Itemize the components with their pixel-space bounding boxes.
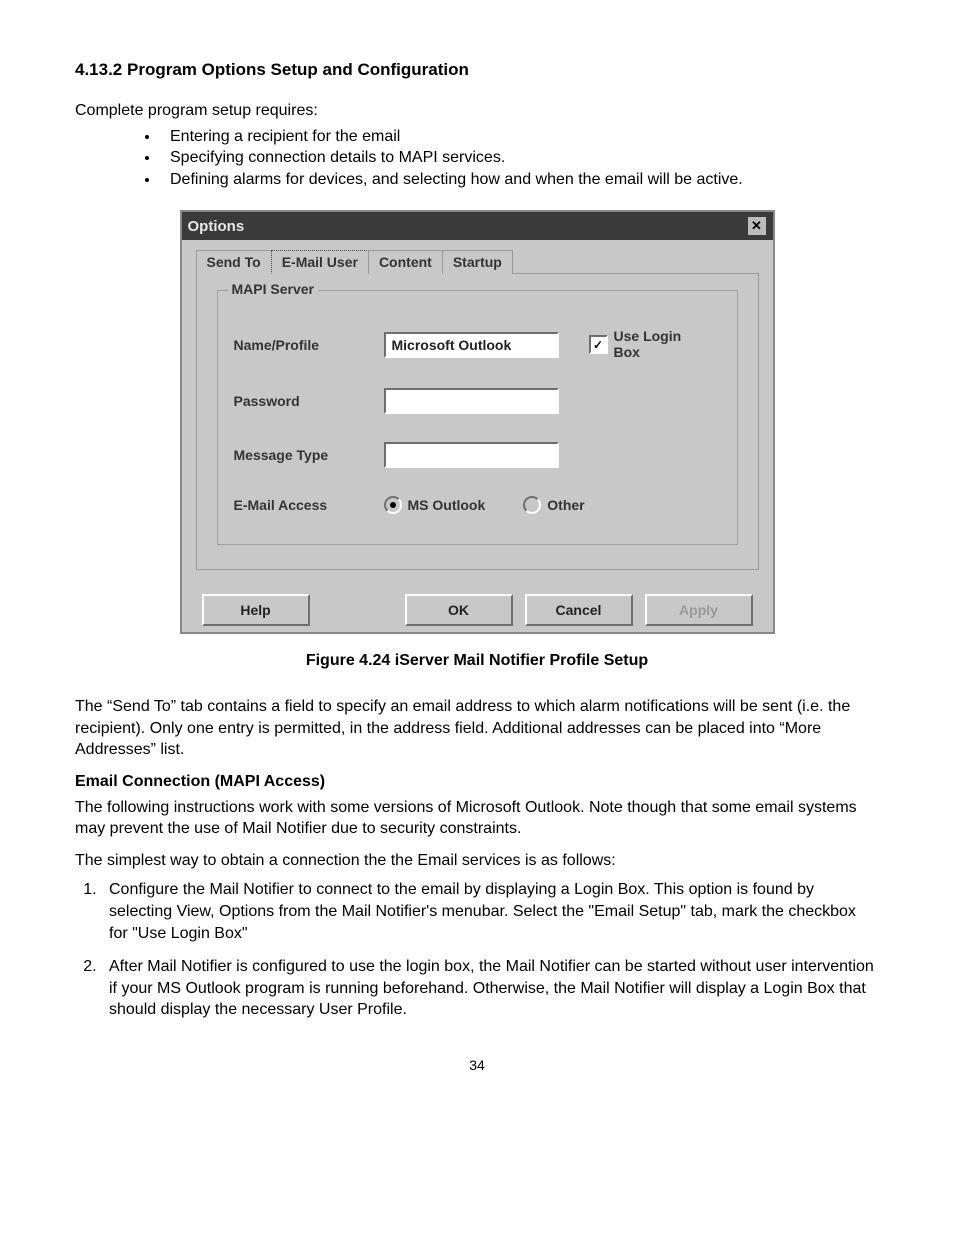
password-input[interactable] xyxy=(384,388,559,414)
body-p3: The simplest way to obtain a connection … xyxy=(75,850,879,872)
message-type-input[interactable] xyxy=(384,442,559,468)
mapi-server-group: MAPI Server Name/Profile Microsoft Outlo… xyxy=(217,290,738,545)
radio-other[interactable] xyxy=(523,496,541,514)
ok-button[interactable]: OK xyxy=(405,594,513,626)
tab-startup[interactable]: Startup xyxy=(442,250,513,274)
tab-strip: Send To E-Mail User Content Startup xyxy=(196,250,759,274)
email-access-label: E-Mail Access xyxy=(234,497,384,513)
figure-caption: Figure 4.24 iServer Mail Notifier Profil… xyxy=(75,652,879,670)
name-profile-label: Name/Profile xyxy=(234,337,384,353)
password-label: Password xyxy=(234,393,384,409)
message-type-label: Message Type xyxy=(234,447,384,463)
tab-send-to[interactable]: Send To xyxy=(196,250,272,274)
bullet-item: Entering a recipient for the email xyxy=(160,126,879,148)
page-number: 34 xyxy=(75,1057,879,1073)
dialog-button-row: Help OK Cancel Apply xyxy=(182,584,773,632)
radio-ms-outlook-label: MS Outlook xyxy=(408,497,486,513)
subheading-email-connection: Email Connection (MAPI Access) xyxy=(75,771,879,793)
close-icon[interactable]: ✕ xyxy=(747,216,767,236)
section-heading: 4.13.2 Program Options Setup and Configu… xyxy=(75,60,879,80)
instruction-item: Configure the Mail Notifier to connect t… xyxy=(101,879,879,944)
options-dialog: Options ✕ Send To E-Mail User Content St… xyxy=(180,210,775,634)
bullet-item: Specifying connection details to MAPI se… xyxy=(160,147,879,169)
dialog-title: Options xyxy=(188,218,245,235)
tab-email-user[interactable]: E-Mail User xyxy=(271,250,369,274)
group-label: MAPI Server xyxy=(228,281,318,297)
body-p1: The “Send To” tab contains a field to sp… xyxy=(75,696,879,761)
tab-panel: MAPI Server Name/Profile Microsoft Outlo… xyxy=(196,273,759,570)
apply-button[interactable]: Apply xyxy=(645,594,753,626)
use-login-box-checkbox[interactable]: ✓ xyxy=(589,335,608,354)
cancel-button[interactable]: Cancel xyxy=(525,594,633,626)
help-button[interactable]: Help xyxy=(202,594,310,626)
radio-ms-outlook[interactable] xyxy=(384,496,402,514)
bullet-item: Defining alarms for devices, and selecti… xyxy=(160,169,879,191)
intro-bullets: Entering a recipient for the email Speci… xyxy=(130,126,879,191)
radio-other-label: Other xyxy=(547,497,584,513)
body-p2: The following instructions work with som… xyxy=(75,797,879,840)
titlebar: Options ✕ xyxy=(182,212,773,240)
tab-content[interactable]: Content xyxy=(368,250,443,274)
use-login-box-label: Use LoginBox xyxy=(614,329,682,360)
intro-text: Complete program setup requires: xyxy=(75,100,879,122)
instruction-item: After Mail Notifier is configured to use… xyxy=(101,956,879,1021)
name-profile-input[interactable]: Microsoft Outlook xyxy=(384,332,559,358)
instruction-list: Configure the Mail Notifier to connect t… xyxy=(75,879,879,1021)
